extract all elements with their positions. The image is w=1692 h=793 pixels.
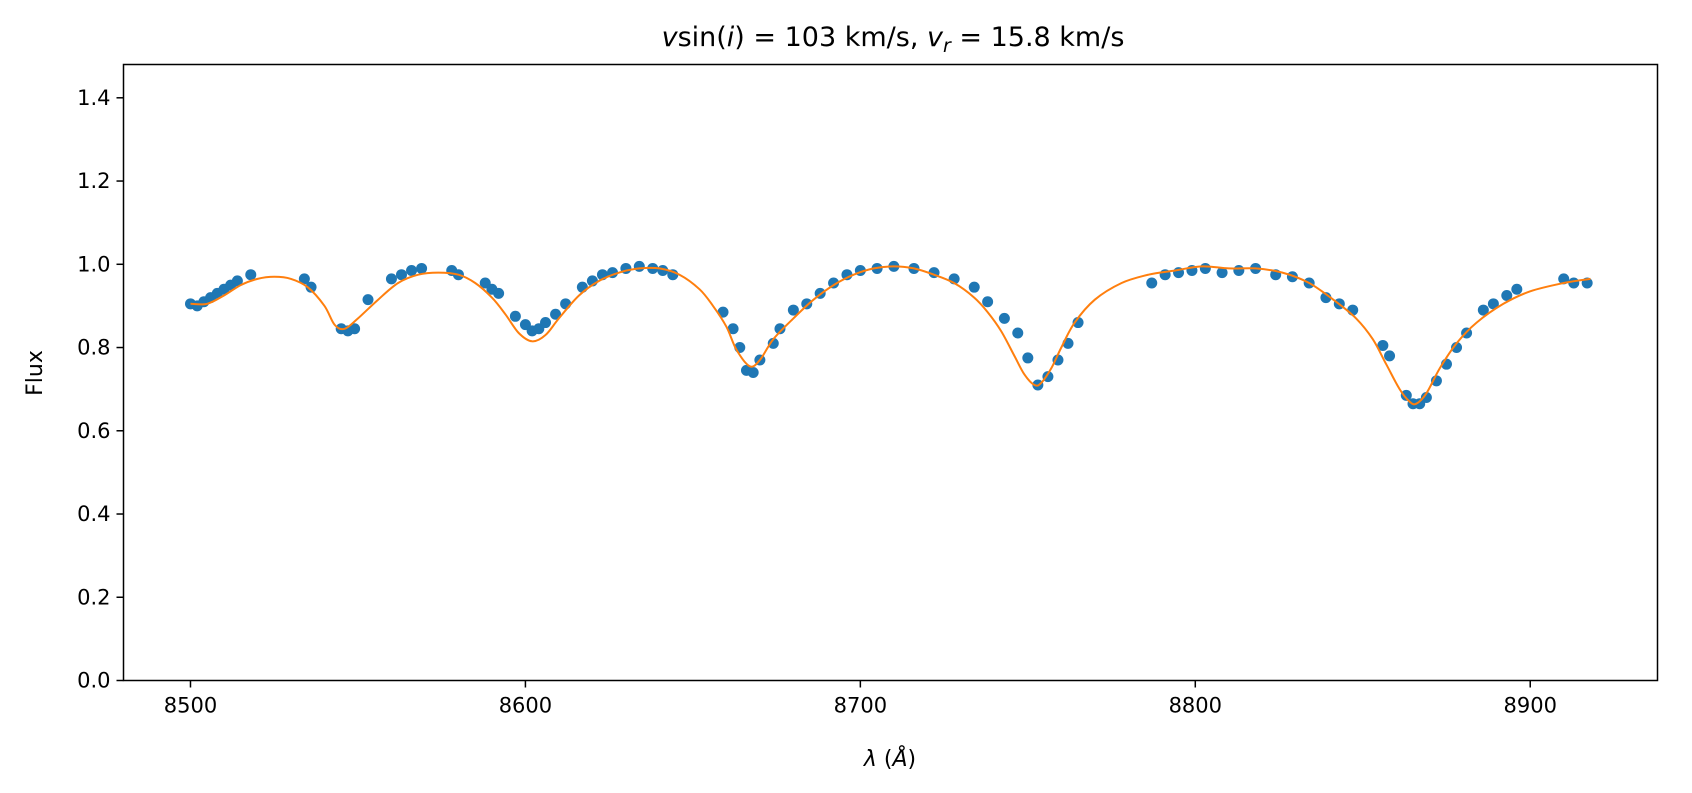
model-flux-line: [190, 265, 1591, 406]
flux-data-point: [787, 304, 799, 316]
flux-data-point: [1511, 283, 1523, 295]
flux-data-point: [298, 273, 310, 285]
flux-data-point: [362, 294, 374, 306]
y-tick-label: 0.8: [77, 336, 110, 360]
flux-data-point: [385, 273, 397, 285]
x-axis-label: λ (Å): [863, 745, 916, 772]
flux-data-point: [998, 312, 1010, 324]
flux-data-point: [576, 281, 588, 293]
xlabel-close: ): [908, 747, 917, 772]
y-axis-ticks: 0.0 0.2 0.4 0.6 0.8 1.0 1.2 1.4: [77, 86, 124, 693]
y-tick-label: 0.6: [77, 419, 110, 443]
flux-data-point: [416, 262, 428, 274]
flux-data-point: [395, 269, 407, 281]
x-tick-label: 8700: [834, 694, 887, 718]
flux-data-point: [801, 298, 813, 310]
flux-data-point: [1146, 277, 1158, 289]
flux-data-point: [406, 265, 418, 277]
flux-data-point: [1451, 342, 1463, 354]
flux-data-point: [1487, 298, 1499, 310]
flux-data-point: [747, 367, 759, 378]
flux-data-point: [1377, 339, 1389, 351]
x-tick-label: 8900: [1503, 694, 1556, 718]
title-vr-value: = 15.8 km/s: [951, 22, 1125, 53]
flux-data-point: [1501, 290, 1513, 301]
title-i: i: [727, 22, 735, 53]
flux-data-point: [982, 296, 994, 308]
xlabel-lambda: λ: [863, 747, 877, 772]
y-tick-label: 0.4: [77, 502, 110, 526]
flux-data-point: [1568, 277, 1580, 289]
flux-data-point: [968, 281, 980, 293]
flux-data-point: [1022, 352, 1034, 364]
flux-data-point: [509, 310, 521, 322]
xlabel-open: (: [877, 747, 893, 772]
flux-data-point: [349, 323, 361, 335]
flux-data-point: [1072, 317, 1084, 329]
y-tick-label: 0.0: [77, 669, 110, 693]
flux-data-point: [1320, 292, 1332, 304]
xlabel-angstrom: Å: [890, 745, 907, 772]
flux-data-point: [767, 337, 779, 349]
flux-data-point: [1216, 267, 1228, 279]
flux-data-point: [633, 260, 645, 272]
flux-data-point: [1420, 391, 1432, 403]
y-axis-label: Flux: [23, 350, 48, 396]
flux-data-point: [1384, 350, 1396, 362]
x-tick-label: 8600: [499, 694, 552, 718]
flux-data-point: [727, 323, 739, 335]
title-v2: v: [927, 22, 944, 53]
title-v: v: [662, 22, 679, 53]
flux-data-point: [1012, 327, 1024, 339]
y-tick-label: 1.4: [77, 86, 110, 110]
flux-data-point: [774, 323, 786, 335]
flux-data-point: [1400, 389, 1412, 401]
flux-data-point: [305, 281, 317, 293]
title-sin: sin(: [678, 22, 727, 53]
title-r-subscript: r: [943, 35, 952, 57]
flux-data-point: [560, 298, 572, 310]
x-axis-ticks: 8500 8600 8700 8800 8900: [164, 680, 1557, 718]
x-tick-label: 8500: [164, 694, 217, 718]
y-tick-label: 1.2: [77, 169, 110, 193]
chart-title: vsin(i) = 103 km/s, vr = 15.8 km/s: [662, 22, 1125, 57]
flux-data-point: [231, 275, 243, 287]
flux-data-point: [1233, 265, 1245, 277]
flux-data-point: [1477, 304, 1489, 316]
y-tick-label: 1.0: [77, 252, 110, 276]
flux-data-point: [540, 317, 552, 329]
title-vsini-value: ) = 103 km/s,: [734, 22, 927, 53]
plot-area: [122, 63, 1659, 682]
x-tick-label: 8800: [1169, 694, 1222, 718]
flux-data-point: [550, 308, 562, 320]
flux-data-point: [1199, 262, 1211, 274]
flux-data-point: [493, 287, 505, 299]
flux-data-point: [245, 269, 257, 281]
y-tick-label: 0.2: [77, 585, 110, 609]
